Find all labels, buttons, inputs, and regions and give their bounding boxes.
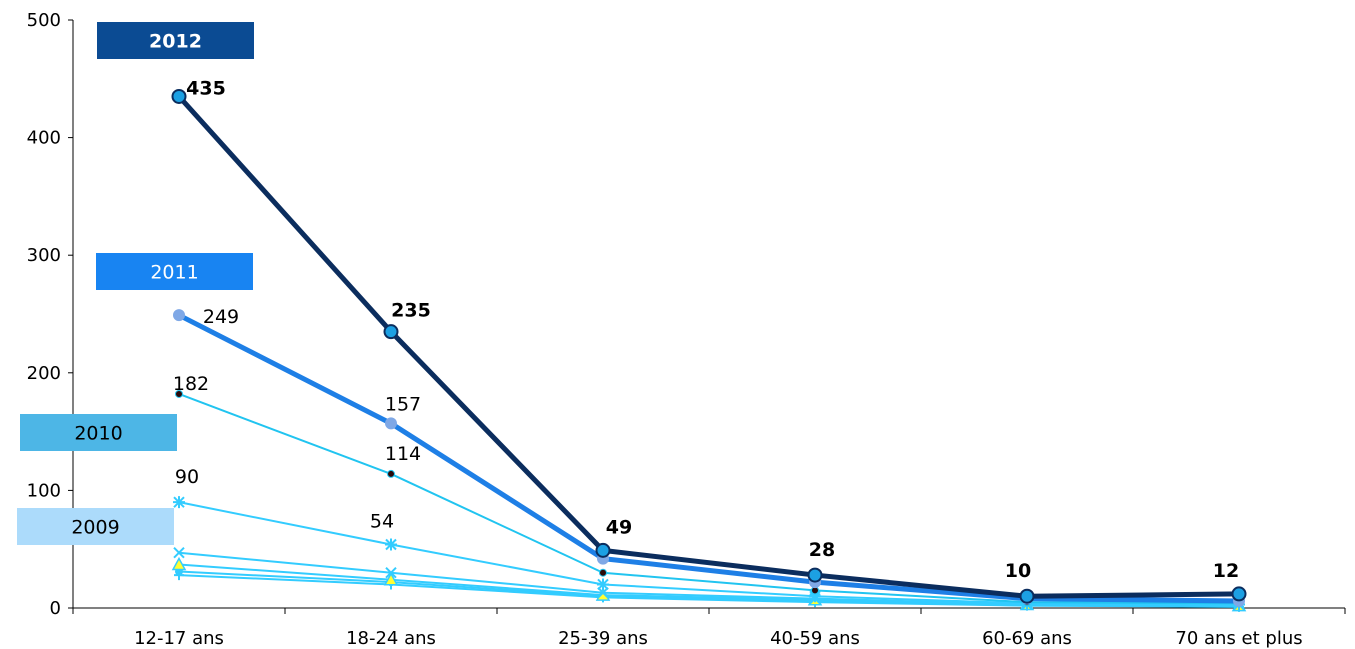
- legend-box-2010: 2010: [20, 414, 177, 451]
- chart-axes: 0 100 200 300 400 500 12-17 ans 18-24 ans 25-39 …: [27, 10, 1346, 649]
- x-category-label: 18-24 ans: [346, 628, 436, 649]
- data-point: [173, 309, 185, 322]
- y-tick-label: 0: [50, 598, 61, 619]
- data-point: [171, 556, 187, 571]
- legend-box-label: 2012: [149, 31, 202, 53]
- x-category-label: 40-59 ans: [770, 628, 860, 649]
- series-line: [178, 393, 1240, 605]
- legend-box-label: 2011: [150, 262, 198, 284]
- data-label: 54: [370, 510, 394, 532]
- data-point: [173, 496, 185, 509]
- legend-box-label: 2010: [74, 423, 122, 445]
- x-category-label: 25-39 ans: [558, 628, 648, 649]
- legend-box-fill: [96, 253, 253, 290]
- x-category-label: 12-17 ans: [134, 628, 224, 649]
- data-label: 12: [1213, 560, 1239, 582]
- y-tick-label: 300: [27, 245, 61, 266]
- legend-box-fill: [17, 508, 174, 545]
- legend-box-2009: 2009: [17, 508, 174, 545]
- data-label: 10: [1005, 560, 1031, 582]
- data-label: 114: [385, 443, 421, 465]
- y-tick-label: 400: [27, 128, 61, 149]
- data-point: [385, 417, 397, 430]
- data-point: [597, 587, 609, 599]
- data-point: [383, 324, 399, 340]
- series-line: [178, 501, 1240, 606]
- y-tick-label: 100: [27, 480, 61, 501]
- data-point: [387, 469, 395, 478]
- data-label: 249: [203, 306, 239, 328]
- data-point: [599, 568, 607, 577]
- data-point: [1019, 588, 1035, 604]
- data-point: [385, 567, 397, 579]
- data-point: [383, 572, 399, 586]
- data-label: 90: [175, 466, 199, 488]
- legend-box-2012: 2012: [97, 22, 254, 59]
- legend-box-fill: [97, 22, 254, 59]
- data-point: [1231, 586, 1247, 602]
- data-point: [173, 547, 185, 559]
- data-point: [175, 389, 183, 398]
- legend-box-fill: [20, 414, 177, 451]
- data-point: [807, 567, 823, 583]
- data-point: [171, 88, 187, 104]
- legend-boxes: 2012 2011 2010 2009: [17, 22, 254, 545]
- legend-box-label: 2009: [71, 517, 119, 539]
- data-point: [597, 578, 609, 591]
- legend-box-2011: 2011: [96, 253, 253, 290]
- data-labels-layer: 90 54 182 114 249 157 435 235 49 28 10 12: [173, 77, 1239, 582]
- data-label: 28: [809, 539, 835, 561]
- x-category-label: 60-69 ans: [982, 628, 1072, 649]
- series-layer: [171, 88, 1247, 612]
- data-label: 435: [186, 77, 226, 99]
- data-label: 235: [391, 300, 431, 322]
- series-line: [177, 94, 1240, 599]
- data-point: [595, 542, 611, 558]
- data-label: 182: [173, 373, 209, 395]
- y-tick-label: 200: [27, 363, 61, 384]
- data-point: [809, 590, 821, 603]
- data-point: [385, 538, 397, 551]
- series-2012: [171, 88, 1247, 604]
- series-line: [177, 312, 1240, 604]
- x-category-label: 70 ans et plus: [1175, 628, 1302, 649]
- data-label: 157: [385, 393, 421, 415]
- data-label: 49: [606, 516, 632, 538]
- series-2010: [175, 389, 1243, 608]
- y-tick-label: 500: [27, 10, 61, 31]
